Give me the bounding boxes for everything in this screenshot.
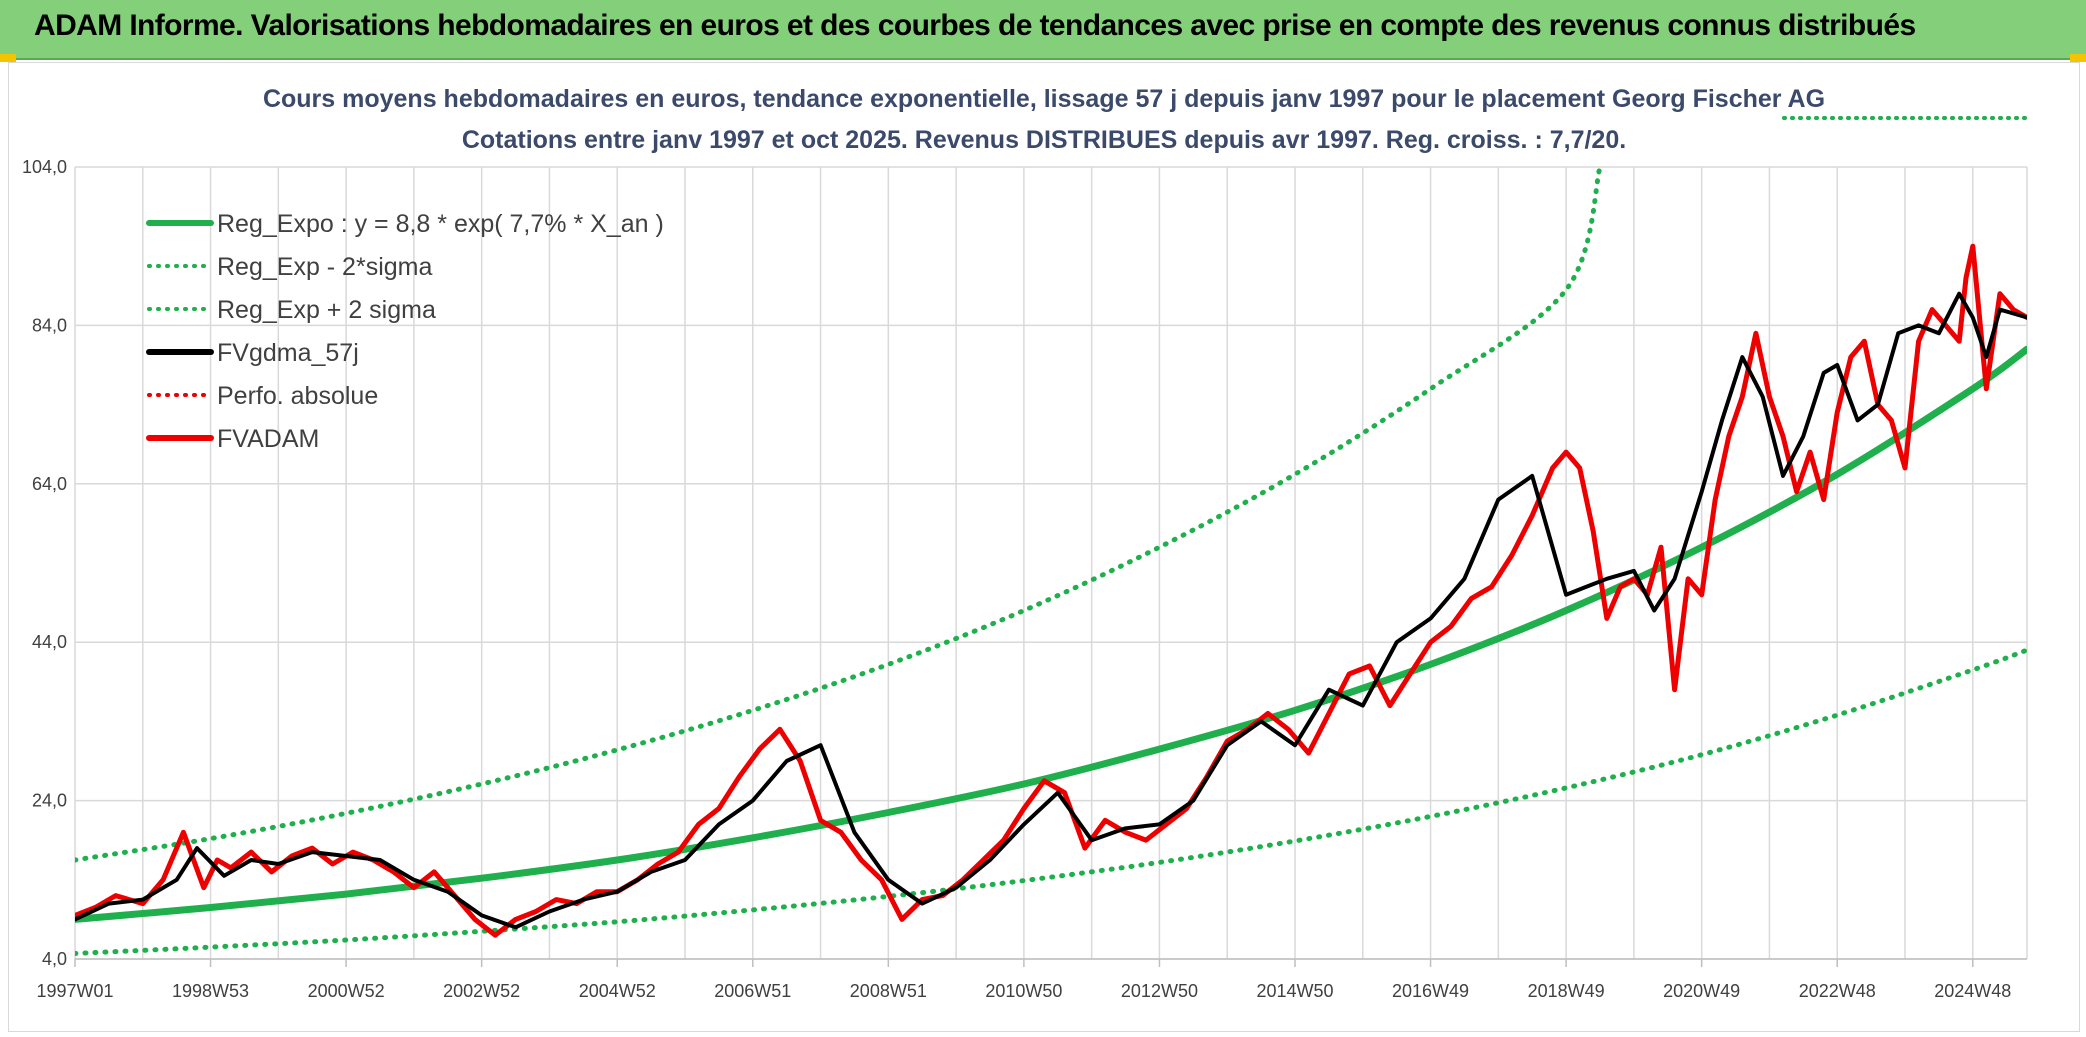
y-tick-label: 104,0 — [22, 157, 67, 177]
series-reg-expo — [75, 349, 2027, 919]
legend-label: FVADAM — [217, 425, 319, 453]
y-tick-label: 24,0 — [32, 791, 67, 811]
x-tick-label: 2018W49 — [1528, 981, 1605, 1001]
report-title: ADAM Informe. Valorisations hebdomadaire… — [34, 9, 1916, 43]
series-layer — [75, 118, 2027, 953]
x-tick-label: 2012W50 — [1121, 981, 1198, 1001]
y-tick-label: 64,0 — [32, 474, 67, 494]
x-tick-label: 2024W48 — [1934, 981, 2011, 1001]
chart-legend: Reg_Expo : y = 8,8 * exp( 7,7% * X_an ) R… — [149, 210, 664, 453]
x-tick-label: 2020W49 — [1663, 981, 1740, 1001]
chart-subtitle: Cotations entre janv 1997 et oct 2025. R… — [462, 126, 1626, 154]
x-tick-label: 1998W53 — [172, 981, 249, 1001]
y-tick-label: 44,0 — [32, 632, 67, 652]
x-tick-label: 2006W51 — [714, 981, 791, 1001]
report-banner: ADAM Informe. Valorisations hebdomadaire… — [0, 0, 2086, 60]
x-tick-label: 2010W50 — [985, 981, 1062, 1001]
grid-layer — [75, 167, 2027, 959]
x-tick-label: 2008W51 — [850, 981, 927, 1001]
x-tick-label: 2022W48 — [1799, 981, 1876, 1001]
legend-label: Reg_Exp + 2 sigma — [217, 296, 436, 324]
x-tick-label: 1997W01 — [36, 981, 113, 1001]
series-fvadam — [75, 246, 2027, 935]
x-tick-label: 2000W52 — [308, 981, 385, 1001]
corner-marker-left — [0, 54, 16, 62]
legend-label: Perfo. absolue — [217, 382, 378, 410]
corner-marker-right — [2070, 54, 2086, 62]
chart-title: Cours moyens hebdomadaires en euros, ten… — [263, 85, 1825, 113]
chart-frame: 4,0 24,0 44,0 64,0 84,0 104,0 1997W01 1998W53 20… — [8, 62, 2080, 1032]
line-chart: 4,0 24,0 44,0 64,0 84,0 104,0 1997W01 1998W53 20… — [9, 63, 2079, 1031]
x-tick-label: 2002W52 — [443, 981, 520, 1001]
y-tick-label: 84,0 — [32, 315, 67, 335]
x-tick-label: 2016W49 — [1392, 981, 1469, 1001]
legend-label: Reg_Expo : y = 8,8 * exp( 7,7% * X_an ) — [217, 210, 664, 238]
x-tick-label: 2014W50 — [1256, 981, 1333, 1001]
legend-label: FVgdma_57j — [217, 339, 359, 367]
y-tick-label: 4,0 — [42, 949, 67, 969]
x-tick-label: 2004W52 — [579, 981, 656, 1001]
legend-label: Reg_Exp - 2*sigma — [217, 253, 432, 281]
